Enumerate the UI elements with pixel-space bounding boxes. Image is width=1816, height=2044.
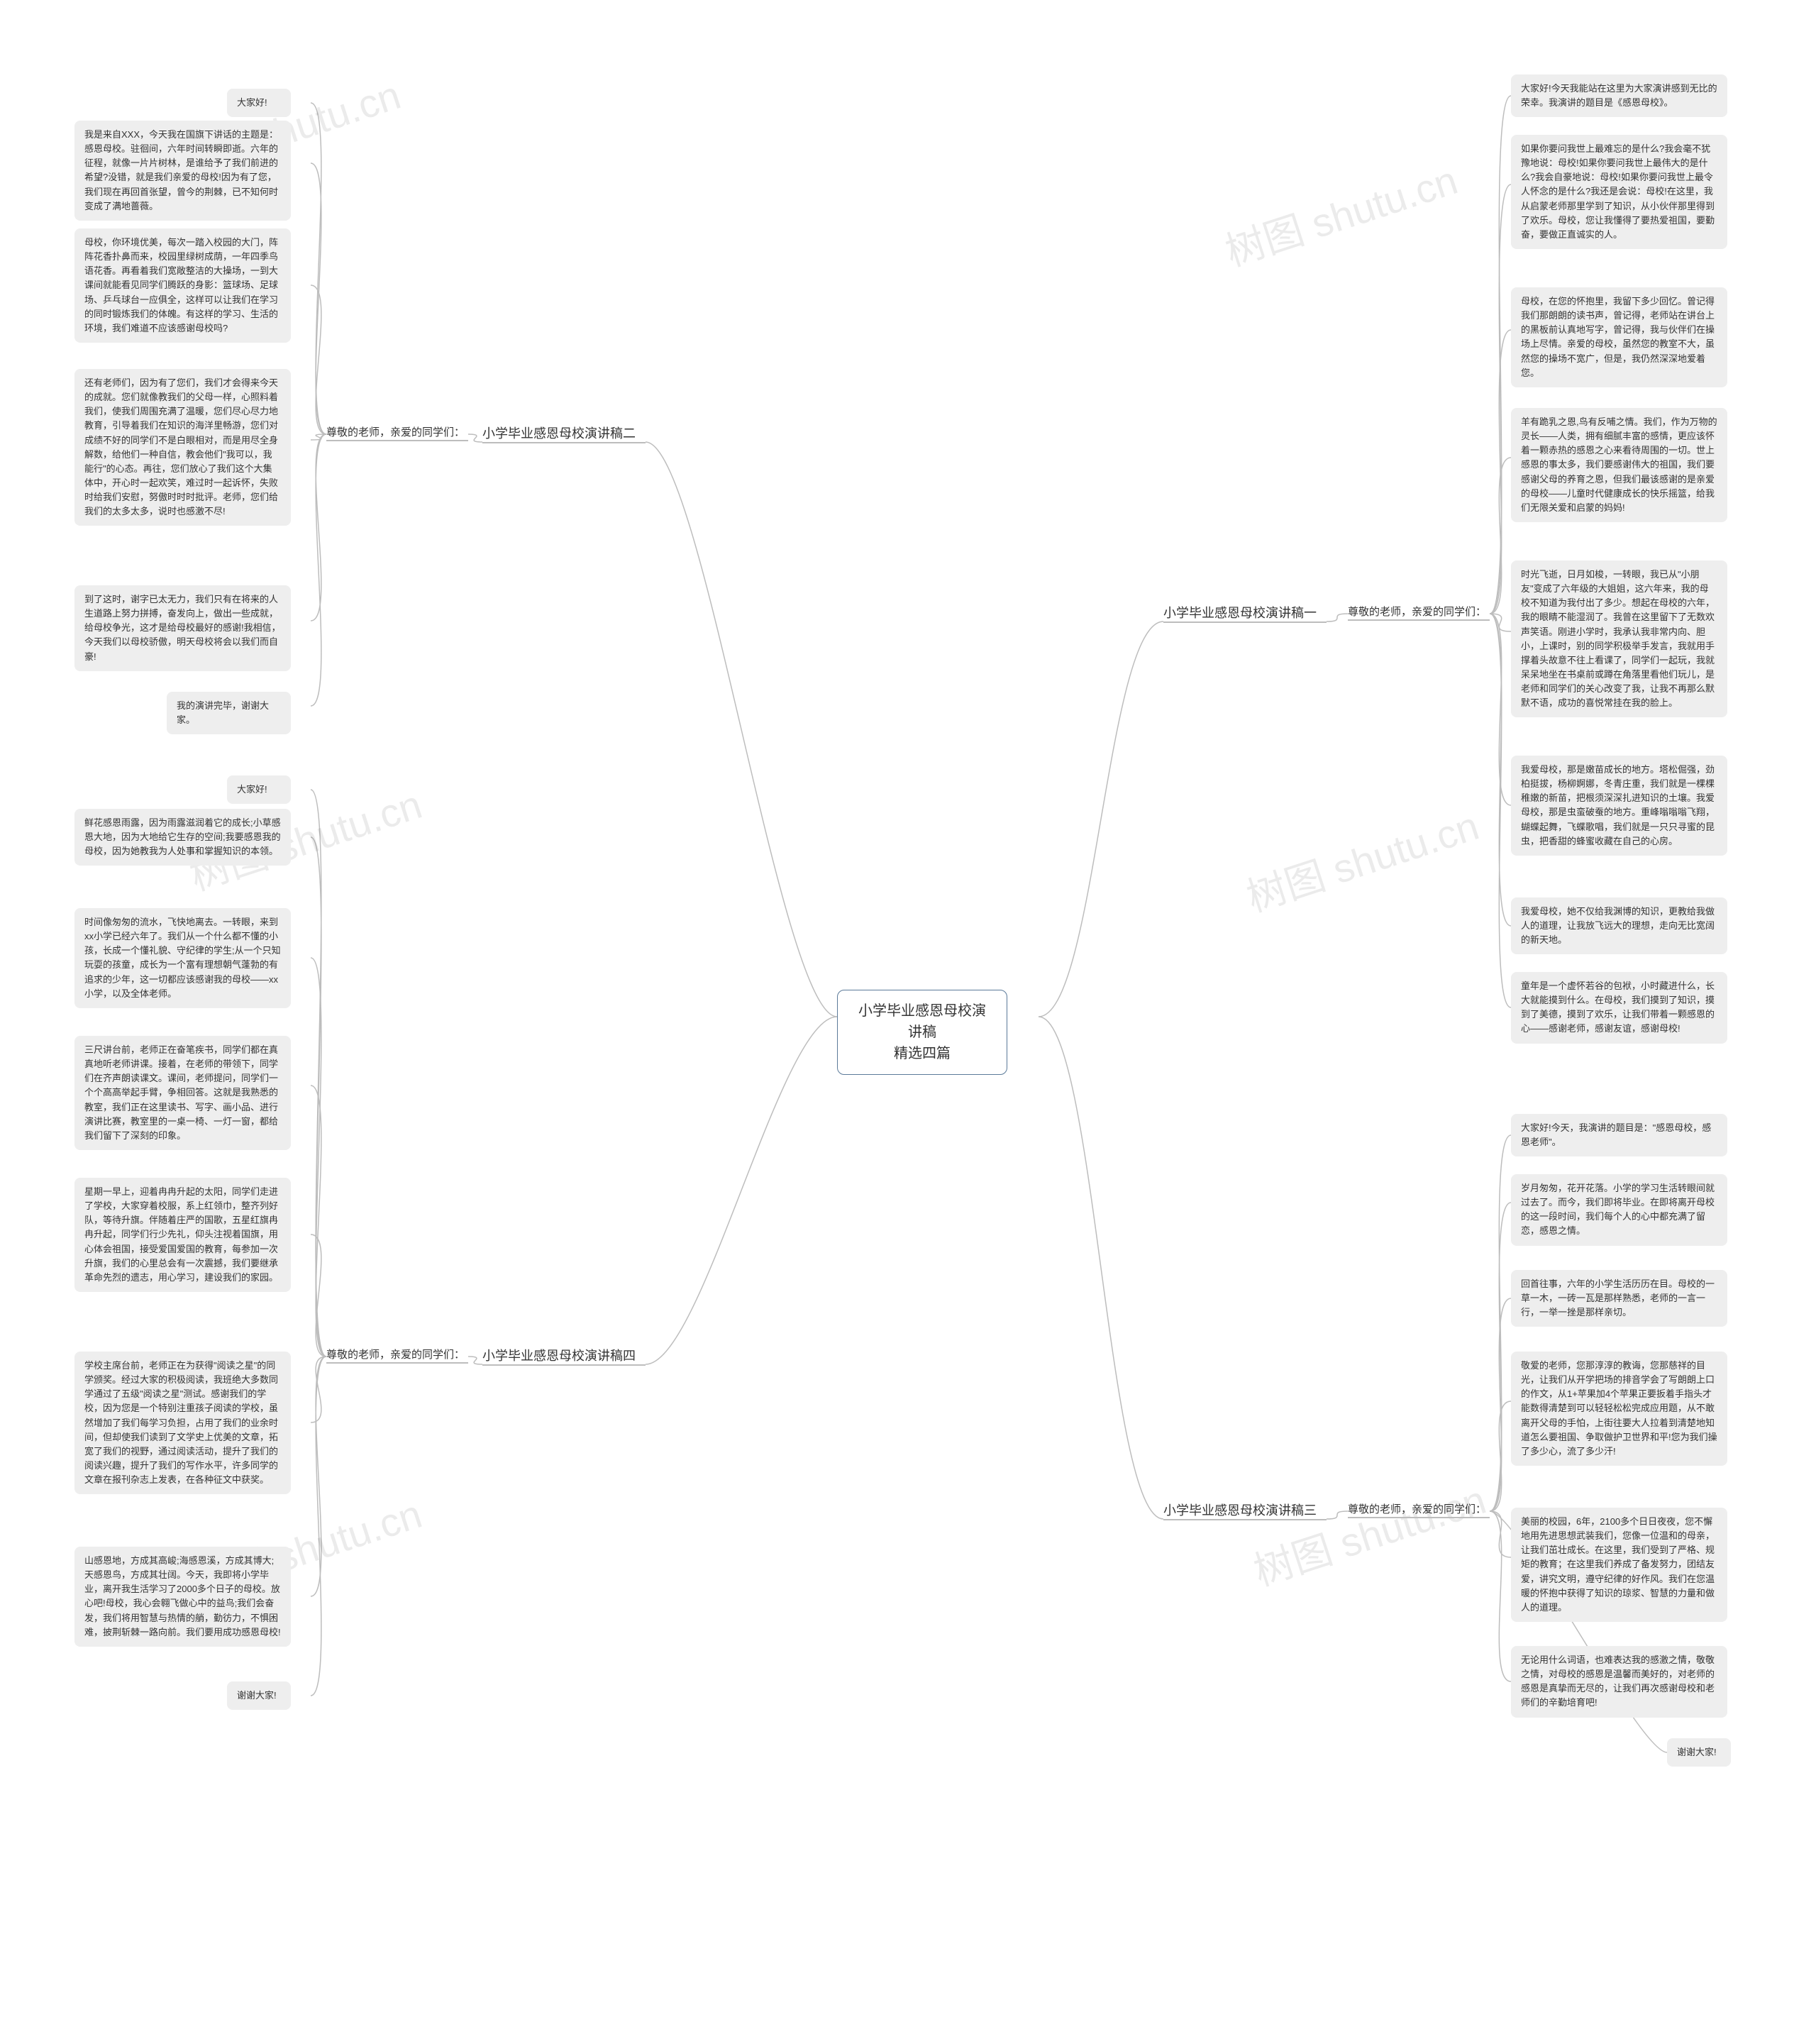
branch-b1-sub: 尊敬的老师，亲爱的同学们：	[1348, 604, 1486, 619]
branch-b2-sub: 尊敬的老师，亲爱的同学们：	[326, 424, 465, 439]
branch-b2: 小学毕业感恩母校演讲稿二	[482, 424, 636, 442]
leaf-b3-5: 无论用什么词语，也难表达我的感激之情，敬敬之情，对母校的感恩是温馨而美好的，对老…	[1511, 1646, 1727, 1718]
mindmap-canvas: 小学毕业感恩母校演讲稿 精选四篇 树图 shutu.cn 树图 shutu.cn 树…	[0, 0, 1816, 2044]
leaf-b3-0: 大家好!今天，我演讲的题目是："感恩母校，感恩老师"。	[1511, 1114, 1727, 1156]
leaf-b3-4: 美丽的校园，6年，2100多个日日夜夜，您不懈地用先进思想武装我们，您像一位温和…	[1511, 1508, 1727, 1622]
center-title-line1: 小学毕业感恩母校演讲稿	[858, 1003, 986, 1040]
leaf-b2-4: 到了这时，谢字已太无力，我们只有在将来的人生道路上努力拼搏，奋发向上，做出一些成…	[74, 585, 291, 671]
leaf-b4-3: 三尺讲台前，老师正在奋笔疾书，同学们都在真真地听老师讲课。接着，在老师的带领下，…	[74, 1036, 291, 1150]
leaf-b4-2: 时间像匆匆的流水，飞快地离去。一转眼，来到xx小学已经六年了。我们从一个什么都不…	[74, 908, 291, 1008]
center-title-line2: 精选四篇	[894, 1046, 951, 1061]
watermark: 树图 shutu.cn	[1239, 795, 1485, 924]
center-node: 小学毕业感恩母校演讲稿 精选四篇	[837, 990, 1007, 1075]
leaf-b1-2: 母校，在您的怀抱里，我留下多少回忆。曾记得我们那朗朗的读书声，曾记得，老师站在讲…	[1511, 287, 1727, 387]
leaf-b4-5: 学校主席台前，老师正在为获得"阅读之星"的同学颁奖。经过大家的积极阅读，我班绝大…	[74, 1352, 291, 1494]
sub-underline	[1348, 619, 1490, 621]
leaf-b4-7: 谢谢大家!	[227, 1681, 291, 1710]
leaf-b2-1: 我是来自XXX，今天我在国旗下讲话的主题是：感恩母校。驻徊间，六年时间转瞬即逝。…	[74, 121, 291, 221]
branch-b4: 小学毕业感恩母校演讲稿四	[482, 1346, 636, 1364]
leaf-b4-1: 鲜花感恩雨露，因为雨露滋润着它的成长;小草感恩大地，因为大地给它生存的空间;我要…	[74, 809, 291, 866]
leaf-b4-6: 山感恩地，方成其高峻;海感恩溪，方成其博大;天感恩鸟，方成其壮阔。今天，我即将小…	[74, 1547, 291, 1647]
sub-underline	[326, 1362, 468, 1364]
leaf-b1-6: 我爱母校，她不仅给我渊博的知识，更教给我做人的道理，让我放飞远大的理想，走向无比…	[1511, 897, 1727, 954]
leaf-b2-3: 还有老师们，因为有了您们，我们才会得来今天的成就。您们就像教我们的父母一样，心照…	[74, 369, 291, 526]
branch-b3: 小学毕业感恩母校演讲稿三	[1163, 1501, 1317, 1519]
branch-underline	[482, 442, 646, 443]
leaf-b1-1: 如果你要问我世上最难忘的是什么?我会毫不犹豫地说：母校!如果你要问我世上最伟大的…	[1511, 135, 1727, 249]
branch-underline	[482, 1364, 646, 1366]
leaf-b3-2: 回首往事，六年的小学生活历历在目。母校的一草一木，一砖一瓦是那样熟悉，老师的一言…	[1511, 1270, 1727, 1327]
branch-underline	[1163, 1519, 1327, 1520]
leaf-b3-6: 谢谢大家!	[1667, 1738, 1731, 1767]
watermark: 树图 shutu.cn	[1217, 149, 1464, 278]
leaf-b3-3: 敬爱的老师，您那淳淳的教诲，您那慈祥的目光，让我们从开学把场的排音学会了写朗朗上…	[1511, 1352, 1727, 1466]
leaf-b4-4: 星期一早上，迎着冉冉升起的太阳，同学们走进了学校，大家穿着校服，系上红领巾，整齐…	[74, 1178, 291, 1292]
leaf-b1-4: 时光飞逝，日月如梭，一转眼，我已从"小朋友"变成了六年级的大姐姐，这六年来，我的…	[1511, 560, 1727, 717]
sub-underline	[326, 440, 468, 441]
leaf-b2-2: 母校，你环境优美，每次一踏入校园的大门，阵阵花香扑鼻而来，校园里绿树成荫，一年四…	[74, 228, 291, 343]
leaf-b2-0: 大家好!	[227, 89, 291, 117]
branch-b4-sub: 尊敬的老师，亲爱的同学们：	[326, 1347, 465, 1361]
branch-b3-sub: 尊敬的老师，亲爱的同学们：	[1348, 1501, 1486, 1516]
leaf-b1-7: 童年是一个虚怀若谷的包袱，小时藏进什么，长大就能摸到什么。在母校，我们摸到了知识…	[1511, 972, 1727, 1044]
sub-underline	[1348, 1517, 1490, 1518]
leaf-b4-0: 大家好!	[227, 775, 291, 804]
leaf-b1-0: 大家好!今天我能站在这里为大家演讲感到无比的荣幸。我演讲的题目是《感恩母校》。	[1511, 74, 1727, 117]
branch-b1: 小学毕业感恩母校演讲稿一	[1163, 603, 1317, 622]
leaf-b3-1: 岁月匆匆，花开花落。小学的学习生活转眼间就过去了。而今，我们即将毕业。在即将离开…	[1511, 1174, 1727, 1246]
leaf-b1-3: 羊有跪乳之恩,鸟有反哺之情。我们，作为万物的灵长——人类，拥有细腻丰富的感情，更…	[1511, 408, 1727, 522]
leaf-b1-5: 我爱母校，那是嫩苗成长的地方。塔松倔强，劲柏挺拔，杨柳婀娜，冬青庄重，我们就是一…	[1511, 756, 1727, 856]
watermark: 树图 shutu.cn	[1246, 1469, 1493, 1598]
branch-underline	[1163, 622, 1327, 623]
leaf-b2-5: 我的演讲完毕，谢谢大家。	[167, 692, 291, 734]
